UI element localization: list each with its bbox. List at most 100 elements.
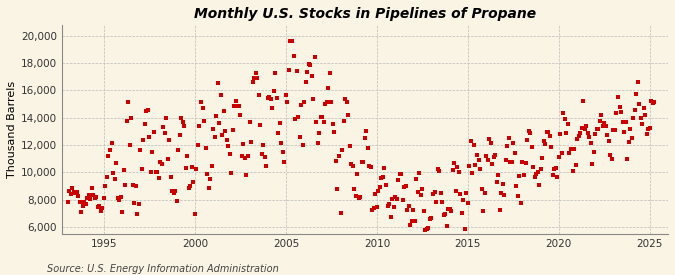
Point [196, 100, 207, 104]
Point [185, 184, 196, 188]
Point [184, 186, 194, 190]
Point [72, 190, 82, 195]
Point [252, 76, 263, 80]
Point [631, 92, 642, 96]
Point [398, 198, 408, 202]
Point [435, 191, 446, 196]
Point [340, 97, 350, 101]
Point [247, 80, 258, 85]
Point [123, 100, 134, 104]
Point [176, 116, 187, 120]
Point [136, 166, 147, 171]
Point [493, 173, 504, 178]
Point [511, 184, 522, 188]
Point [634, 102, 645, 107]
Point [344, 143, 355, 148]
Point [230, 98, 241, 103]
Point [208, 127, 219, 131]
Point [418, 209, 429, 213]
Point [112, 196, 123, 200]
Point [73, 193, 84, 198]
Point [192, 142, 203, 147]
Point [271, 96, 282, 100]
Point [171, 199, 182, 203]
Point [190, 211, 200, 216]
Point [602, 133, 613, 137]
Point [466, 139, 477, 143]
Point [494, 208, 505, 212]
Point [217, 133, 227, 137]
Point [329, 130, 340, 134]
Point [422, 227, 433, 231]
Point [168, 191, 179, 195]
Point [138, 138, 148, 142]
Point [461, 191, 472, 195]
Point [578, 99, 589, 103]
Point [616, 110, 626, 114]
Point [140, 122, 151, 127]
Point [591, 126, 602, 131]
Point [524, 131, 535, 136]
Point [76, 210, 86, 214]
Point [352, 172, 362, 176]
Point [601, 124, 612, 129]
Point [308, 97, 319, 101]
Point [70, 191, 80, 195]
Point [393, 178, 404, 182]
Point [79, 200, 90, 204]
Point [499, 192, 510, 197]
Point [635, 116, 646, 120]
Point [299, 100, 310, 104]
Point [236, 154, 247, 158]
Point [242, 154, 253, 159]
Point [152, 170, 163, 174]
Point [250, 71, 261, 76]
Point [567, 169, 578, 173]
Point [198, 119, 209, 123]
Title: Monthly U.S. Stocks in Pipelines of Propane: Monthly U.S. Stocks in Pipelines of Prop… [194, 7, 536, 21]
Point [234, 104, 244, 108]
Point [174, 132, 185, 137]
Point [610, 128, 620, 133]
Point [570, 162, 581, 167]
Point [103, 154, 114, 158]
Point [74, 200, 85, 204]
Point [205, 177, 215, 181]
Point [285, 39, 296, 43]
Point [420, 228, 431, 232]
Point [132, 211, 142, 216]
Point [119, 183, 130, 187]
Point [284, 68, 294, 72]
Point [294, 135, 305, 139]
Y-axis label: Thousand Barrels: Thousand Barrels [7, 81, 17, 178]
Point [431, 200, 441, 205]
Point [258, 143, 269, 148]
Point [277, 150, 288, 154]
Point [579, 127, 590, 132]
Point [188, 180, 199, 184]
Point [389, 195, 400, 199]
Point [86, 186, 97, 190]
Point [124, 143, 135, 147]
Point [505, 160, 516, 164]
Point [482, 157, 493, 162]
Point [203, 186, 214, 190]
Point [614, 104, 625, 109]
Point [317, 115, 328, 120]
Point [639, 106, 649, 110]
Point [333, 153, 344, 158]
Point [497, 182, 508, 186]
Point [200, 146, 211, 150]
Point [194, 124, 205, 128]
Point [387, 196, 398, 201]
Point [129, 201, 140, 205]
Point [454, 169, 464, 174]
Point [476, 187, 487, 191]
Point [254, 122, 265, 127]
Point [404, 203, 414, 208]
Point [595, 119, 605, 123]
Point [182, 154, 193, 158]
Point [67, 186, 78, 190]
Point [224, 151, 235, 156]
Point [562, 121, 573, 126]
